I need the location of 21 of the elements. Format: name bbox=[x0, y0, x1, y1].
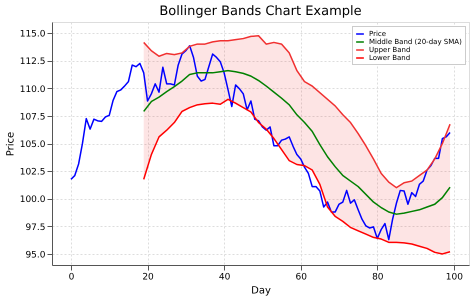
x-tick-label: 60 bbox=[295, 272, 308, 282]
chart-title: Bollinger Bands Chart Example bbox=[159, 4, 362, 19]
y-tick-label: 110.0 bbox=[20, 84, 46, 95]
y-tick-label: 97.5 bbox=[25, 222, 46, 233]
x-tick-label: 100 bbox=[446, 272, 464, 282]
x-tick-label: 80 bbox=[372, 272, 384, 282]
y-tick-label: 112.5 bbox=[20, 57, 46, 68]
y-tick-label: 105.0 bbox=[20, 140, 46, 150]
x-axis-title: Day bbox=[251, 286, 271, 296]
y-tick-label: 115.0 bbox=[20, 30, 46, 40]
x-tick-label: 40 bbox=[218, 272, 231, 282]
line-series bbox=[142, 98, 451, 255]
y-axis-title: Price bbox=[6, 132, 17, 156]
x-tick-label: 20 bbox=[142, 272, 154, 282]
line-series bbox=[70, 45, 451, 240]
x-tick-label: 0 bbox=[68, 272, 75, 282]
y-tick-label: 95.0 bbox=[25, 250, 46, 260]
y-tick-label: 102.5 bbox=[20, 168, 46, 178]
y-tick-label: 107.5 bbox=[20, 112, 46, 122]
line-series bbox=[142, 70, 451, 215]
y-tick-label: 100.0 bbox=[20, 195, 46, 206]
